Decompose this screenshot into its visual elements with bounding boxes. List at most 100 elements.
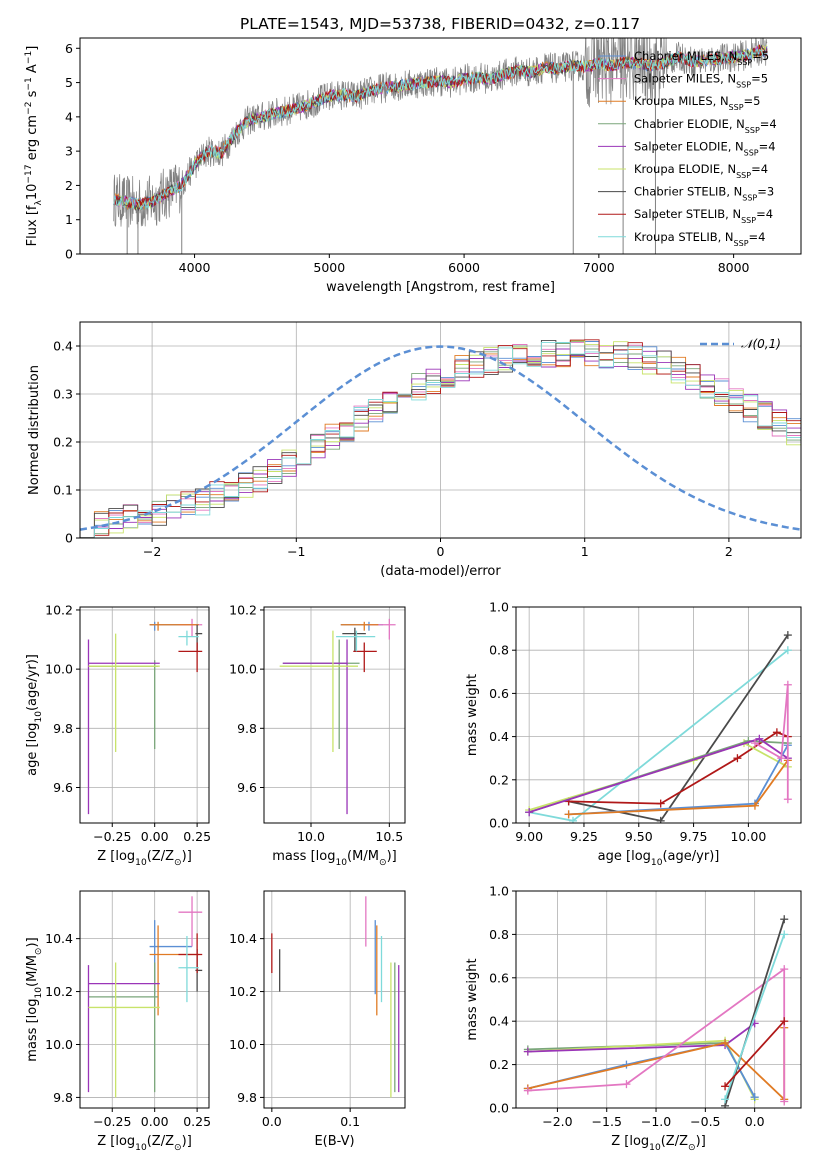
y-tick-label: 9.8: [237, 721, 257, 736]
x-tick-label: 9.50: [625, 829, 653, 844]
x-axis-label: Z [log10​(Z/Z⊙​)]: [97, 849, 192, 868]
y-tick-label: 10.0: [45, 662, 73, 677]
y-tick-label: 10.0: [45, 1037, 73, 1052]
panel-weight-age: 9.00 9.25 9.50 9.75 10.00 0.0 0.2 0.4 0.6 0.8 1.0 a…: [465, 600, 802, 868]
weight-line-2: [527, 1022, 756, 1053]
errorbar-6: [342, 627, 366, 652]
marker: [780, 1097, 789, 1106]
x-tick-label: −2.0: [542, 1114, 572, 1129]
axes-frame: [515, 606, 802, 824]
y-axis-label: mass weight: [465, 958, 480, 1040]
model-spectrum-8: [113, 48, 768, 211]
errorbar-2: [149, 621, 199, 631]
errorbar-8: [178, 935, 199, 1003]
marker: [772, 728, 781, 737]
axes-frame: [79, 606, 210, 824]
errorbar-4: [282, 639, 348, 815]
marker: [733, 754, 742, 763]
marker: [755, 734, 764, 743]
legend-entry-gaussian: 𝒩(0,1): [741, 337, 781, 351]
x-tick-label: 10.00: [730, 829, 766, 844]
histogram-7: [80, 339, 801, 538]
y-tick-label: 0.1: [53, 483, 73, 498]
x-axis-label: Z [log10​(Z/Z⊙​)]: [97, 1134, 192, 1153]
y-tick-label: 10.4: [229, 931, 257, 946]
marker: [523, 1086, 532, 1095]
legend-entry-2: Kroupa MILES, NSSP​=5: [634, 94, 760, 112]
y-tick-label: 1: [65, 212, 73, 227]
marker: [783, 646, 792, 655]
y-tick-label: 0.2: [489, 1057, 509, 1072]
panel-residuals: −2 −1 0 1 2 0 0.1 0.2 0.3 0.4 (data-model)/error No…: [27, 321, 802, 579]
errorbar-0: [149, 621, 193, 631]
x-tick-label: 0.1: [340, 1114, 360, 1129]
x-tick-label: 0.0: [745, 1114, 765, 1129]
x-tick-label: 0.0: [262, 1114, 282, 1129]
marker: [656, 816, 665, 823]
x-tick-label: 0.25: [183, 829, 211, 844]
errorbar-4: [87, 639, 160, 815]
x-tick-label: −1.0: [641, 1114, 671, 1129]
x-tick-label: −0.5: [690, 1114, 720, 1129]
figure-title: PLATE=1543, MJD=53738, FIBERID=0432, z=0…: [240, 15, 640, 33]
weight-line-8: [754, 684, 789, 800]
errorbar-7: [178, 642, 203, 673]
y-tick-label: 9.8: [53, 721, 73, 736]
plot-area: [279, 618, 396, 815]
plot-area: [87, 896, 203, 1098]
weight-line-7: [724, 934, 786, 1100]
marker: [721, 1038, 730, 1047]
y-tick-label: 10.2: [229, 984, 257, 999]
y-tick-label: 0.4: [53, 339, 73, 354]
x-axis-label: mass [log10​(M/M⊙​)]: [272, 849, 396, 868]
panel-mass-EBV: 0.0 0.1 9.8 10.0 10.2 10.4 E(B-V): [229, 890, 406, 1149]
x-tick-label: 5000: [313, 260, 345, 275]
legend-entry-5: Kroupa ELODIE, NSSP​=4: [634, 162, 768, 180]
marker: [780, 965, 789, 974]
y-axis-label: mass [log10​(M/M⊙​)]: [25, 937, 44, 1061]
weight-line-0: [529, 649, 789, 822]
x-tick-label: −1.5: [592, 1114, 622, 1129]
y-tick-label: 0: [65, 531, 73, 546]
marker: [721, 1095, 730, 1104]
y-tick-label: 0.6: [489, 686, 509, 701]
x-tick-label: −0.25: [93, 1114, 131, 1129]
errorbar-5: [88, 633, 160, 752]
marker: [569, 816, 577, 823]
errorbar-3: [88, 660, 159, 750]
x-tick-label: 2: [725, 544, 733, 559]
marker: [783, 631, 792, 640]
marker: [523, 1047, 532, 1056]
x-tick-label: −1: [287, 544, 305, 559]
panel-age-mass: 10.0 10.5 9.6 9.8 10.0 10.2 mass [log10​(M/M⊙​…: [229, 602, 406, 868]
weight-line-8: [724, 1020, 785, 1087]
legend-entry-6: Chabrier STELIB, NSSP​=3: [634, 185, 774, 203]
errorbar-3: [282, 639, 360, 750]
errorbar-7: [178, 933, 203, 974]
x-axis-label: wavelength [Angstrom, rest frame]: [326, 280, 555, 295]
y-tick-label: 0.0: [489, 1101, 509, 1116]
y-tick-label: 0.3: [53, 387, 73, 402]
marker: [750, 739, 759, 748]
axes-frame: [79, 890, 210, 1109]
errorbar-3: [88, 962, 159, 1093]
marker: [656, 799, 665, 808]
histogram-0: [80, 341, 801, 538]
legend-entry-7: Salpeter STELIB, NSSP​=4: [634, 207, 773, 225]
legend-entry-8: Kroupa STELIB, NSSP​=4: [634, 230, 765, 248]
y-tick-label: 6: [65, 41, 73, 56]
axes-frame: [79, 37, 802, 255]
x-axis-label: Z [log10​(Z/Z⊙​)]: [611, 1134, 706, 1153]
x-axis-label: E(B-V): [314, 1134, 354, 1149]
x-tick-label: 8000: [718, 260, 750, 275]
model-spectrum-7: [113, 44, 768, 210]
legend-entry-4: Salpeter ELODIE, NSSP​=4: [634, 139, 776, 157]
plot-area: [113, 38, 768, 254]
y-tick-label: 9.8: [53, 1090, 73, 1105]
y-tick-label: 0.6: [489, 970, 509, 985]
errorbar-8: [336, 630, 376, 652]
errorbar-5: [88, 962, 160, 1098]
marker: [721, 1082, 730, 1091]
errorbar-6: [195, 624, 203, 652]
legend-entry-1: Salpeter MILES, NSSP​=5: [634, 72, 768, 90]
